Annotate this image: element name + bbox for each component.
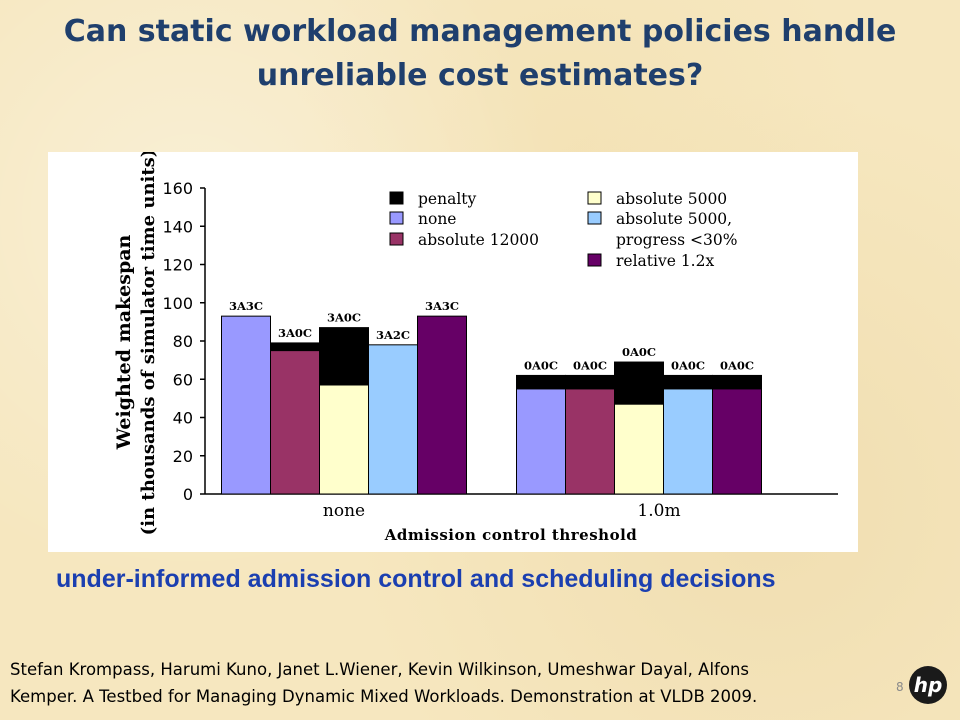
y-axis-label-line1: Weighted makespan: [113, 234, 135, 450]
bar-none: [516, 388, 566, 495]
legend-label: absolute 5000: [616, 190, 727, 208]
bar-data-label: 0A0C: [622, 345, 656, 359]
bar-penalty: [270, 342, 320, 352]
legend-label: absolute 12000: [418, 231, 539, 249]
bar-absolute-12000: [565, 388, 615, 495]
x-category-label: none: [323, 501, 365, 521]
bar-data-label: 0A0C: [524, 358, 558, 372]
makespan-bar-chart: Weighted makespan (in thousands of simul…: [113, 152, 838, 544]
legend-label: absolute 5000,: [616, 210, 732, 228]
bar-relative-1-2x: [417, 315, 467, 495]
y-axis-label-line2: (in thousands of simulator time units): [138, 152, 159, 535]
legend-swatch: [587, 191, 602, 205]
y-tick-label: 100: [162, 294, 193, 313]
legend-swatch: [587, 211, 602, 225]
bar-penalty: [565, 374, 615, 390]
legend-swatch: [389, 232, 404, 246]
legend-label: none: [418, 210, 456, 228]
bar-data-label: 3A0C: [327, 311, 361, 325]
y-tick-label: 60: [173, 370, 193, 389]
bar-data-label: 3A3C: [425, 299, 459, 313]
citation-line1: Stefan Krompass, Harumi Kuno, Janet L.Wi…: [10, 660, 750, 679]
svg-text:hp: hp: [914, 673, 943, 697]
slide-title-line2: unreliable cost estimates?: [256, 58, 704, 93]
citation-line2: Kemper. A Testbed for Managing Dynamic M…: [10, 687, 758, 706]
citation: Stefan Krompass, Harumi Kuno, Janet L.Wi…: [10, 656, 890, 710]
y-tick-label: 0: [183, 485, 193, 504]
bar-absolute-5000: [319, 384, 369, 495]
chart-panel: Weighted makespan (in thousands of simul…: [48, 152, 858, 552]
bar-none: [221, 315, 271, 495]
legend-label: progress <30%: [616, 231, 737, 249]
bar-absolute-12000: [270, 350, 320, 495]
bar-data-label: 3A3C: [229, 299, 263, 313]
bar-data-label: 0A0C: [720, 358, 754, 372]
slide-title: Can static workload management policies …: [20, 10, 940, 98]
y-tick-label: 80: [173, 332, 193, 351]
bar-penalty: [516, 374, 566, 390]
bar-absolute-5000-progress-30-: [663, 388, 713, 495]
bar-absolute-5000-progress-30-: [368, 344, 418, 495]
legend-label: penalty: [418, 190, 477, 208]
bar-data-label: 3A2C: [376, 328, 410, 342]
y-tick-label: 160: [162, 179, 193, 198]
bar-data-label: 0A0C: [671, 358, 705, 372]
slide-subtitle: under-informed admission control and sch…: [56, 565, 776, 593]
legend-swatch: [389, 211, 404, 225]
legend-swatch: [389, 191, 404, 205]
bar-data-label: 3A0C: [278, 326, 312, 340]
page-number: 8: [896, 680, 904, 694]
bar-penalty: [614, 361, 664, 405]
bar-absolute-5000: [614, 403, 664, 495]
x-axis-label: Admission control threshold: [384, 526, 638, 544]
x-category-label: 1.0m: [637, 501, 680, 521]
bar-relative-1-2x: [712, 388, 762, 495]
legend-swatch: [587, 253, 602, 267]
bar-penalty: [712, 374, 762, 390]
slide-title-line1: Can static workload management policies …: [63, 14, 897, 49]
bar-penalty: [319, 327, 369, 386]
y-tick-label: 120: [162, 256, 193, 275]
y-tick-label: 140: [162, 217, 193, 236]
y-tick-label: 40: [173, 409, 193, 428]
hp-logo: hp: [909, 666, 947, 704]
y-tick-label: 20: [173, 447, 193, 466]
bar-data-label: 0A0C: [573, 358, 607, 372]
bar-penalty: [663, 374, 713, 390]
legend-label: relative 1.2x: [616, 252, 714, 270]
